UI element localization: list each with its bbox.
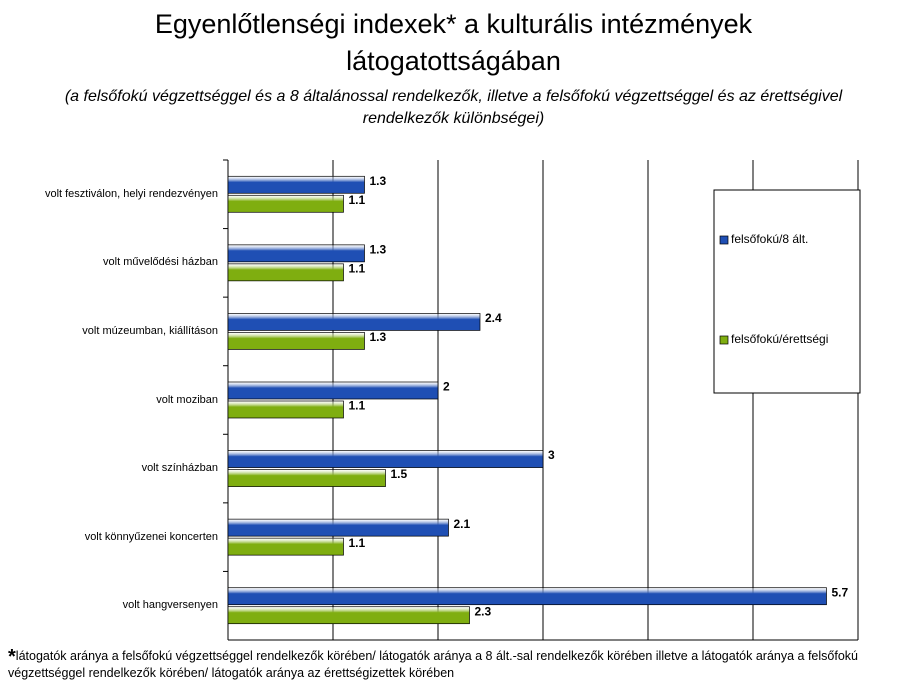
bar — [227, 450, 544, 468]
footnote-marker: * — [8, 646, 16, 668]
data-label: 2.4 — [485, 311, 502, 325]
bar — [227, 194, 344, 213]
data-label: 1.1 — [349, 262, 366, 276]
data-label: 3 — [548, 448, 555, 462]
chart-subtitle: (a felsőfokú végzettséggel és a 8 általá… — [64, 88, 843, 127]
chart-title: Egyenlőtlenségi indexek* a kulturális in… — [154, 9, 753, 76]
data-label: 1.5 — [391, 467, 408, 481]
bar — [227, 263, 344, 282]
footnote-text: látogatók aránya a felsőfokú végzettségg… — [8, 649, 858, 680]
bar — [227, 332, 365, 350]
data-label: 1.1 — [349, 193, 366, 207]
legend-swatch — [719, 235, 729, 245]
y-tick-label: volt művelődési házban — [103, 256, 218, 269]
data-label: 1.1 — [349, 399, 366, 413]
y-tick-label: volt színházban — [141, 462, 218, 475]
data-label: 2.1 — [454, 517, 471, 531]
data-label: 2 — [443, 380, 450, 394]
bar — [227, 469, 386, 487]
data-label: 1.3 — [370, 330, 387, 344]
bar — [227, 175, 365, 194]
bar — [227, 400, 344, 419]
bar — [227, 537, 344, 556]
bar — [227, 381, 439, 400]
bar — [227, 587, 827, 606]
legend-label: felsőfokú/8 ált. — [731, 232, 808, 246]
data-label: 2.3 — [475, 604, 492, 618]
y-tick-label: volt moziban — [156, 393, 218, 406]
y-tick-label: volt könnyűzenei koncerten — [84, 530, 218, 543]
bar — [227, 606, 470, 625]
data-label: 1.3 — [370, 243, 387, 257]
legend-swatch — [719, 335, 729, 345]
y-tick-label: volt fesztiválon, helyi rendezvényen — [44, 187, 218, 200]
bar — [227, 244, 365, 263]
data-label: 1.3 — [370, 174, 387, 188]
bar — [227, 313, 481, 331]
footnote: *látogatók aránya a felsőfokú végzettség… — [8, 646, 898, 681]
data-label: 5.7 — [832, 585, 849, 599]
y-tick-label: volt hangversenyen — [122, 599, 218, 612]
legend-label: felsőfokú/érettségi — [731, 332, 828, 346]
y-tick-label: volt múzeumban, kiállításon — [82, 324, 218, 337]
bar — [227, 518, 449, 537]
legend-box — [713, 189, 861, 394]
data-label: 1.1 — [349, 536, 366, 550]
